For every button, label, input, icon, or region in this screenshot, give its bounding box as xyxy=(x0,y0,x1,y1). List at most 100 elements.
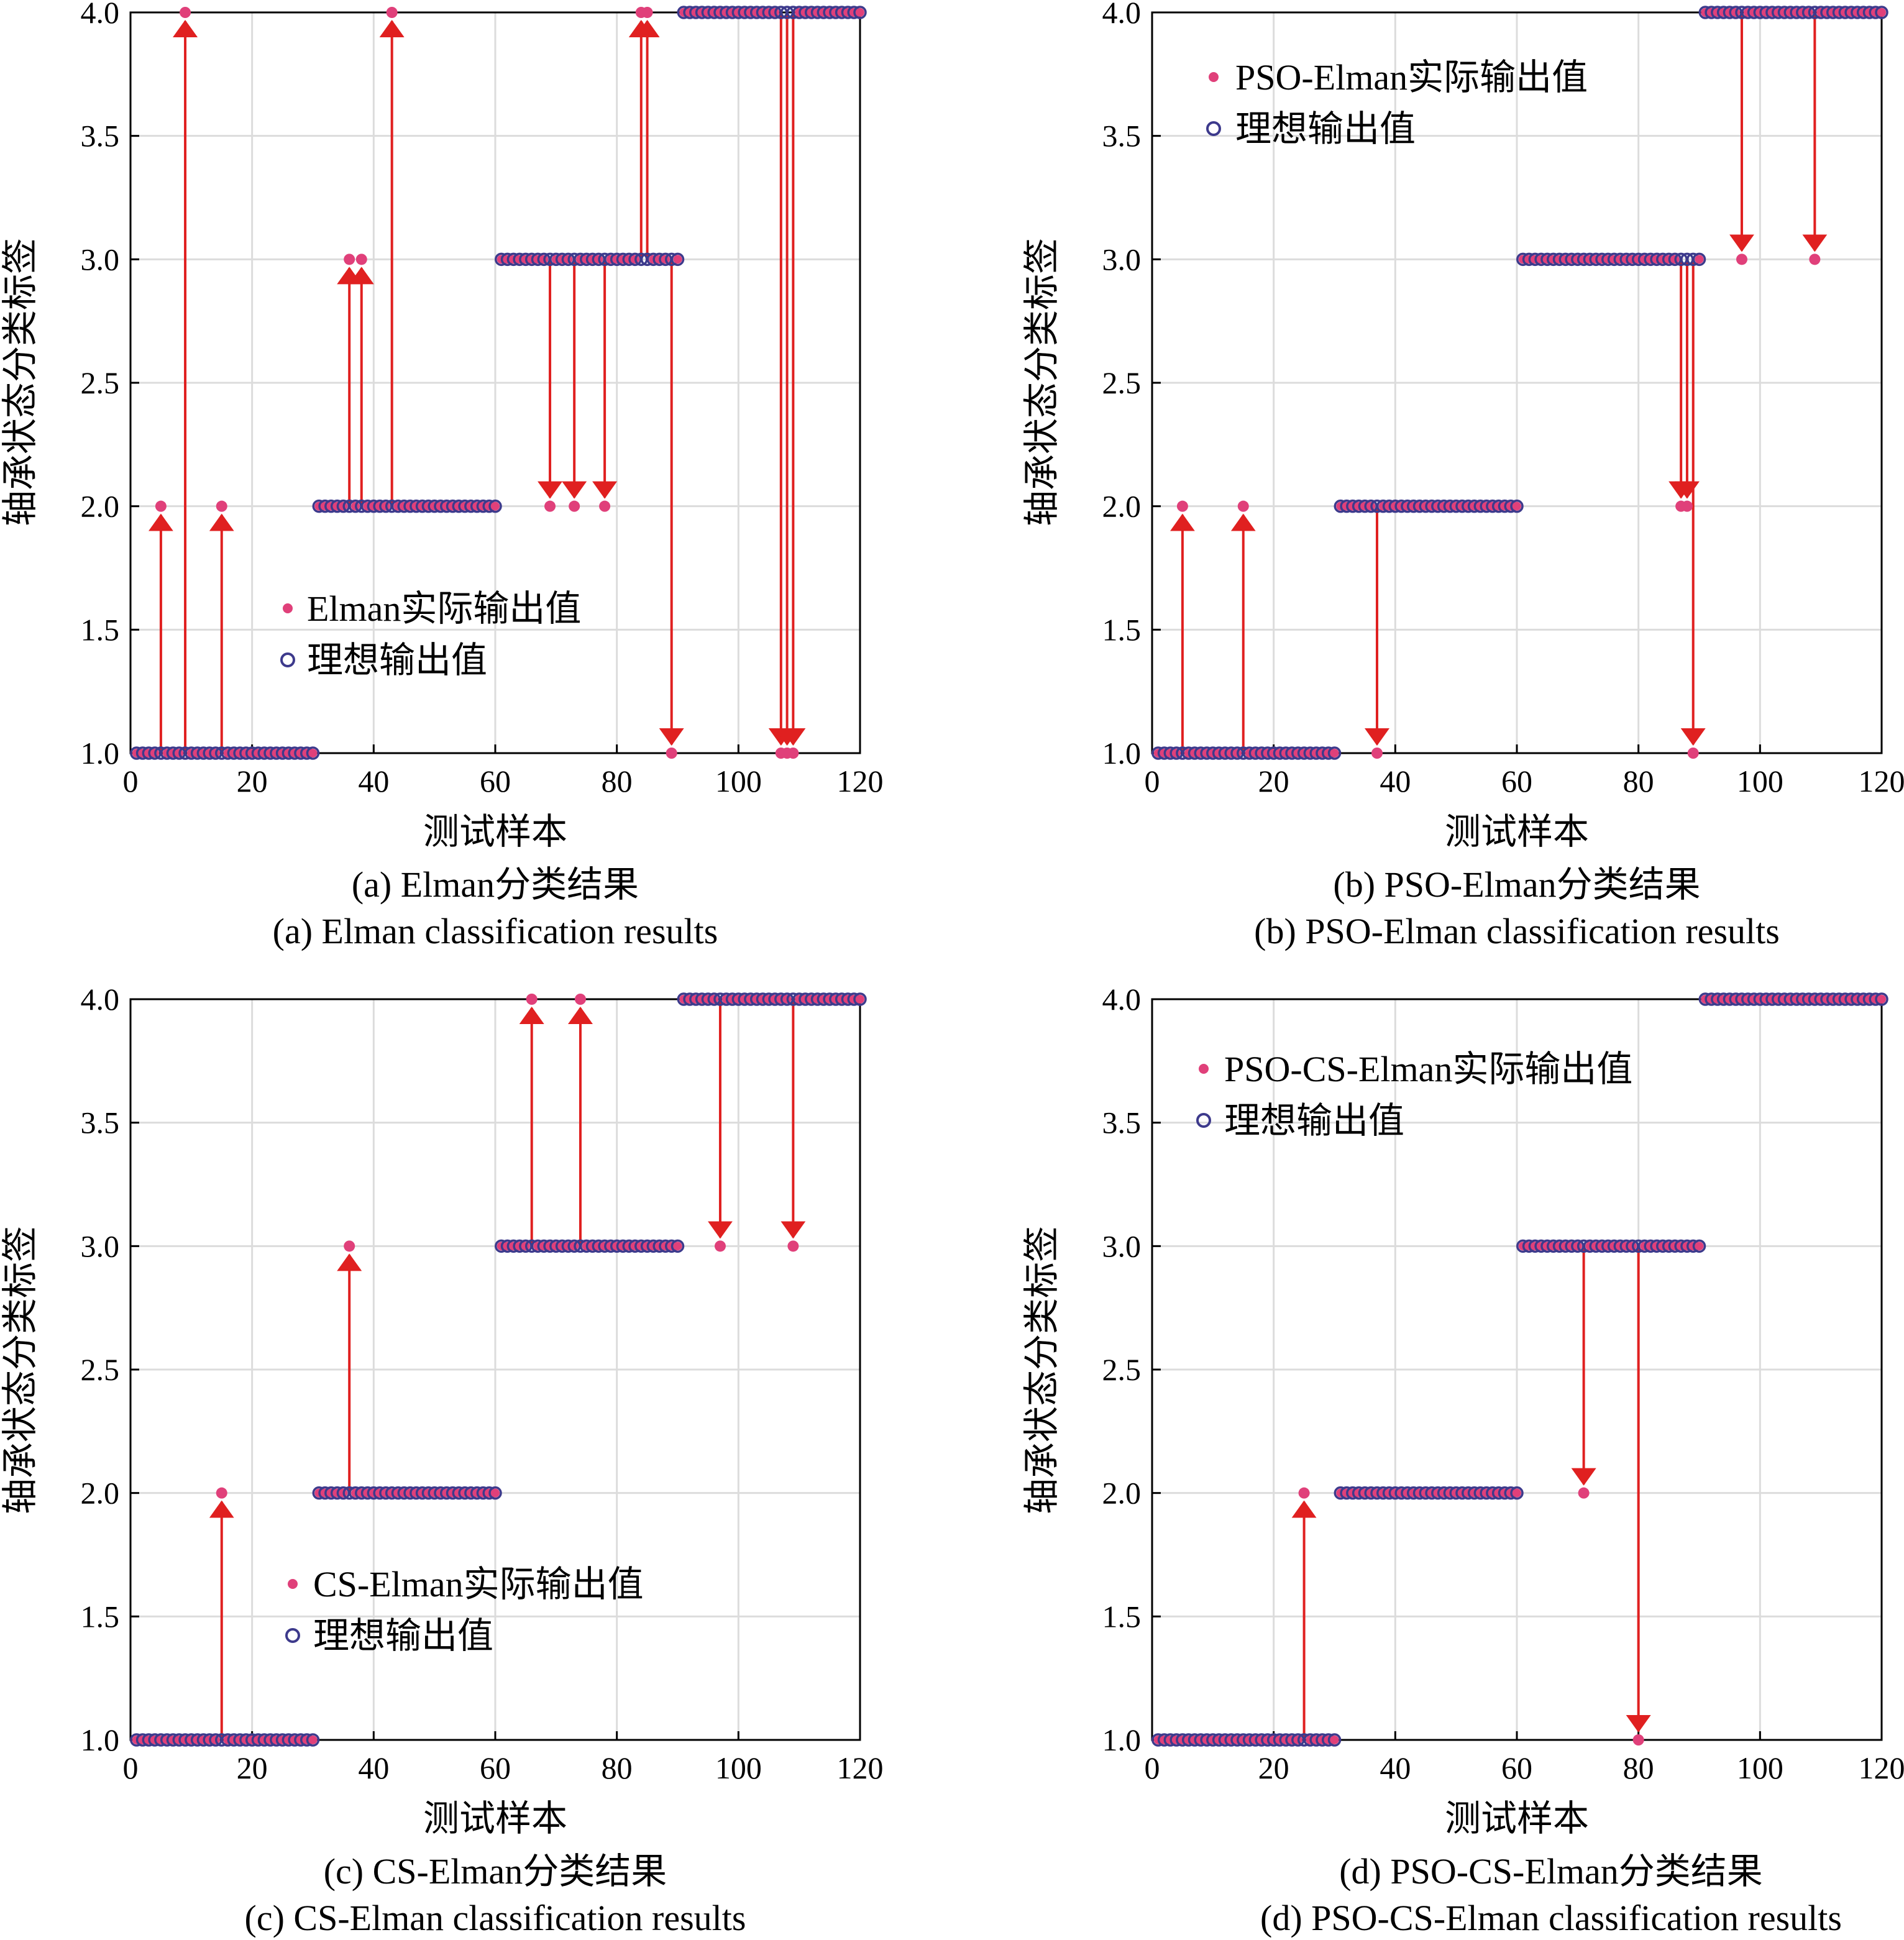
actual-output-point xyxy=(569,500,580,512)
y-tick-label: 1.5 xyxy=(1102,1599,1142,1634)
actual-output-point xyxy=(1695,1242,1704,1251)
x-tick-label: 100 xyxy=(715,764,762,798)
actual-output-point xyxy=(1877,995,1886,1004)
y-tick-label: 3.0 xyxy=(1102,242,1142,277)
x-tick-label: 80 xyxy=(602,764,633,798)
x-tick-label: 60 xyxy=(1501,764,1532,798)
actual-output-point xyxy=(641,7,653,18)
y-tick-label: 4.0 xyxy=(1102,982,1142,1017)
panel-d: 0 20 40 60 80 100 120 1.0 1.5 2.0 2.5 3.0 3.5 4.0 测试样… xyxy=(1022,982,1904,1938)
x-axis-label-a: 测试样本 xyxy=(423,812,567,852)
x-tick-label: 40 xyxy=(1380,764,1411,798)
plot-area-d: 0 20 40 60 80 100 120 1.0 1.5 2.0 2.5 3.0 3.5 4.0 xyxy=(1102,982,1904,1785)
y-tick-label: 1.0 xyxy=(81,736,120,771)
legend-actual-marker xyxy=(288,1579,298,1589)
y-tick-label: 2.5 xyxy=(1102,1352,1142,1387)
x-tick-label: 0 xyxy=(1145,1750,1160,1785)
x-tick-label: 20 xyxy=(237,764,268,798)
y-tick-label: 1.0 xyxy=(1102,736,1142,771)
legend-actual-label: Elman实际输出值 xyxy=(307,588,581,629)
y-tick-label: 4.0 xyxy=(81,0,120,30)
actual-output-point xyxy=(599,500,611,512)
actual-output-point xyxy=(1877,8,1886,17)
actual-output-point xyxy=(1330,1736,1339,1744)
actual-output-point xyxy=(1736,254,1747,265)
y-tick-label: 3.0 xyxy=(1102,1229,1142,1263)
x-axis-label-d: 测试样本 xyxy=(1445,1798,1589,1839)
caption-en-c: (c) CS-Elman classification results xyxy=(245,1898,746,1938)
actual-output-point xyxy=(673,1242,682,1251)
actual-output-point xyxy=(1681,500,1693,512)
y-axis-label-b: 轴承状态分类标签 xyxy=(1022,238,1062,526)
y-tick-label: 3.5 xyxy=(1102,119,1142,153)
actual-output-point xyxy=(308,749,318,757)
y-tick-label: 1.0 xyxy=(1102,1723,1142,1757)
x-tick-label: 120 xyxy=(837,764,884,798)
actual-output-point xyxy=(1687,748,1699,759)
actual-output-point xyxy=(574,994,586,1005)
actual-output-point xyxy=(216,500,227,512)
ideal-output-point xyxy=(1692,1239,1706,1253)
ideal-output-point xyxy=(1875,6,1888,19)
y-tick-label: 2.5 xyxy=(81,1352,120,1387)
y-axis-label-c: 轴承状态分类标签 xyxy=(0,1226,40,1514)
legend-d: PSO-CS-Elman实际输出值 理想输出值 xyxy=(1196,1049,1632,1141)
ideal-output-point xyxy=(1327,1733,1342,1747)
actual-output-point xyxy=(1176,500,1188,512)
actual-output-point xyxy=(180,7,191,18)
y-tick-label: 3.0 xyxy=(81,242,120,277)
x-tick-label: 80 xyxy=(1623,1750,1654,1785)
caption-cn-a: (a) Elman分类结果 xyxy=(352,864,639,905)
y-tick-label: 1.5 xyxy=(81,1599,120,1634)
x-tick-label: 20 xyxy=(1258,1750,1289,1785)
actual-output-point xyxy=(544,500,556,512)
actual-output-point xyxy=(1237,500,1249,512)
x-tick-label: 100 xyxy=(1737,1750,1783,1785)
y-axis-label-a: 轴承状态分类标签 xyxy=(0,238,40,526)
x-tick-label: 20 xyxy=(237,1750,268,1785)
actual-output-point xyxy=(1695,255,1704,264)
actual-output-point xyxy=(355,254,367,265)
legend-actual-label: CS-Elman实际输出值 xyxy=(313,1564,644,1604)
ideal-output-point xyxy=(488,499,502,513)
legend-ideal-label: 理想输出值 xyxy=(1224,1100,1404,1141)
actual-output-point xyxy=(1513,1488,1521,1498)
actual-output-point xyxy=(344,1240,355,1252)
ideal-output-point xyxy=(853,6,867,19)
x-tick-label: 120 xyxy=(1859,764,1904,798)
ideal-output-point xyxy=(488,1486,502,1500)
legend-actual-label: PSO-Elman实际输出值 xyxy=(1235,57,1588,98)
y-tick-label: 1.5 xyxy=(1102,612,1142,647)
caption-cn-b: (b) PSO-Elman分类结果 xyxy=(1333,864,1700,905)
actual-output-point xyxy=(155,500,167,512)
y-tick-label: 2.5 xyxy=(1102,365,1142,400)
y-axis-label-d: 轴承状态分类标签 xyxy=(1022,1226,1062,1514)
legend-ideal-label: 理想输出值 xyxy=(1235,109,1416,149)
actual-output-point xyxy=(1513,501,1521,511)
caption-cn-d: (d) PSO-CS-Elman分类结果 xyxy=(1339,1851,1763,1892)
legend-actual-label: PSO-CS-Elman实际输出值 xyxy=(1224,1049,1632,1089)
actual-output-point xyxy=(386,7,398,18)
actual-output-point xyxy=(1371,748,1383,759)
panel-b: 0 20 40 60 80 100 120 1.0 1.5 2.0 2.5 3.0 3.5 4.0 测试样… xyxy=(1022,0,1904,951)
legend-a: Elman实际输出值 理想输出值 xyxy=(280,588,581,680)
actual-output-point xyxy=(714,1240,726,1252)
actual-output-point xyxy=(491,1488,500,1498)
actual-output-point xyxy=(1809,254,1821,265)
y-tick-label: 1.5 xyxy=(81,612,120,647)
x-tick-label: 100 xyxy=(715,1750,762,1785)
y-tick-label: 3.5 xyxy=(1102,1105,1142,1140)
x-tick-label: 40 xyxy=(1380,1750,1411,1785)
caption-cn-c: (c) CS-Elman分类结果 xyxy=(324,1851,667,1892)
x-tick-label: 100 xyxy=(1737,764,1783,798)
legend-ideal-marker xyxy=(1206,121,1221,136)
caption-en-b: (b) PSO-Elman classification results xyxy=(1254,911,1780,951)
ideal-output-point xyxy=(306,746,320,760)
caption-en-a: (a) Elman classification results xyxy=(273,911,718,951)
actual-output-point xyxy=(856,995,864,1004)
actual-output-point xyxy=(308,1736,318,1744)
y-tick-label: 4.0 xyxy=(81,982,120,1017)
legend-b: PSO-Elman实际输出值 理想输出值 xyxy=(1206,57,1588,149)
ideal-output-point xyxy=(1510,1486,1524,1500)
actual-output-point xyxy=(1632,1734,1644,1746)
